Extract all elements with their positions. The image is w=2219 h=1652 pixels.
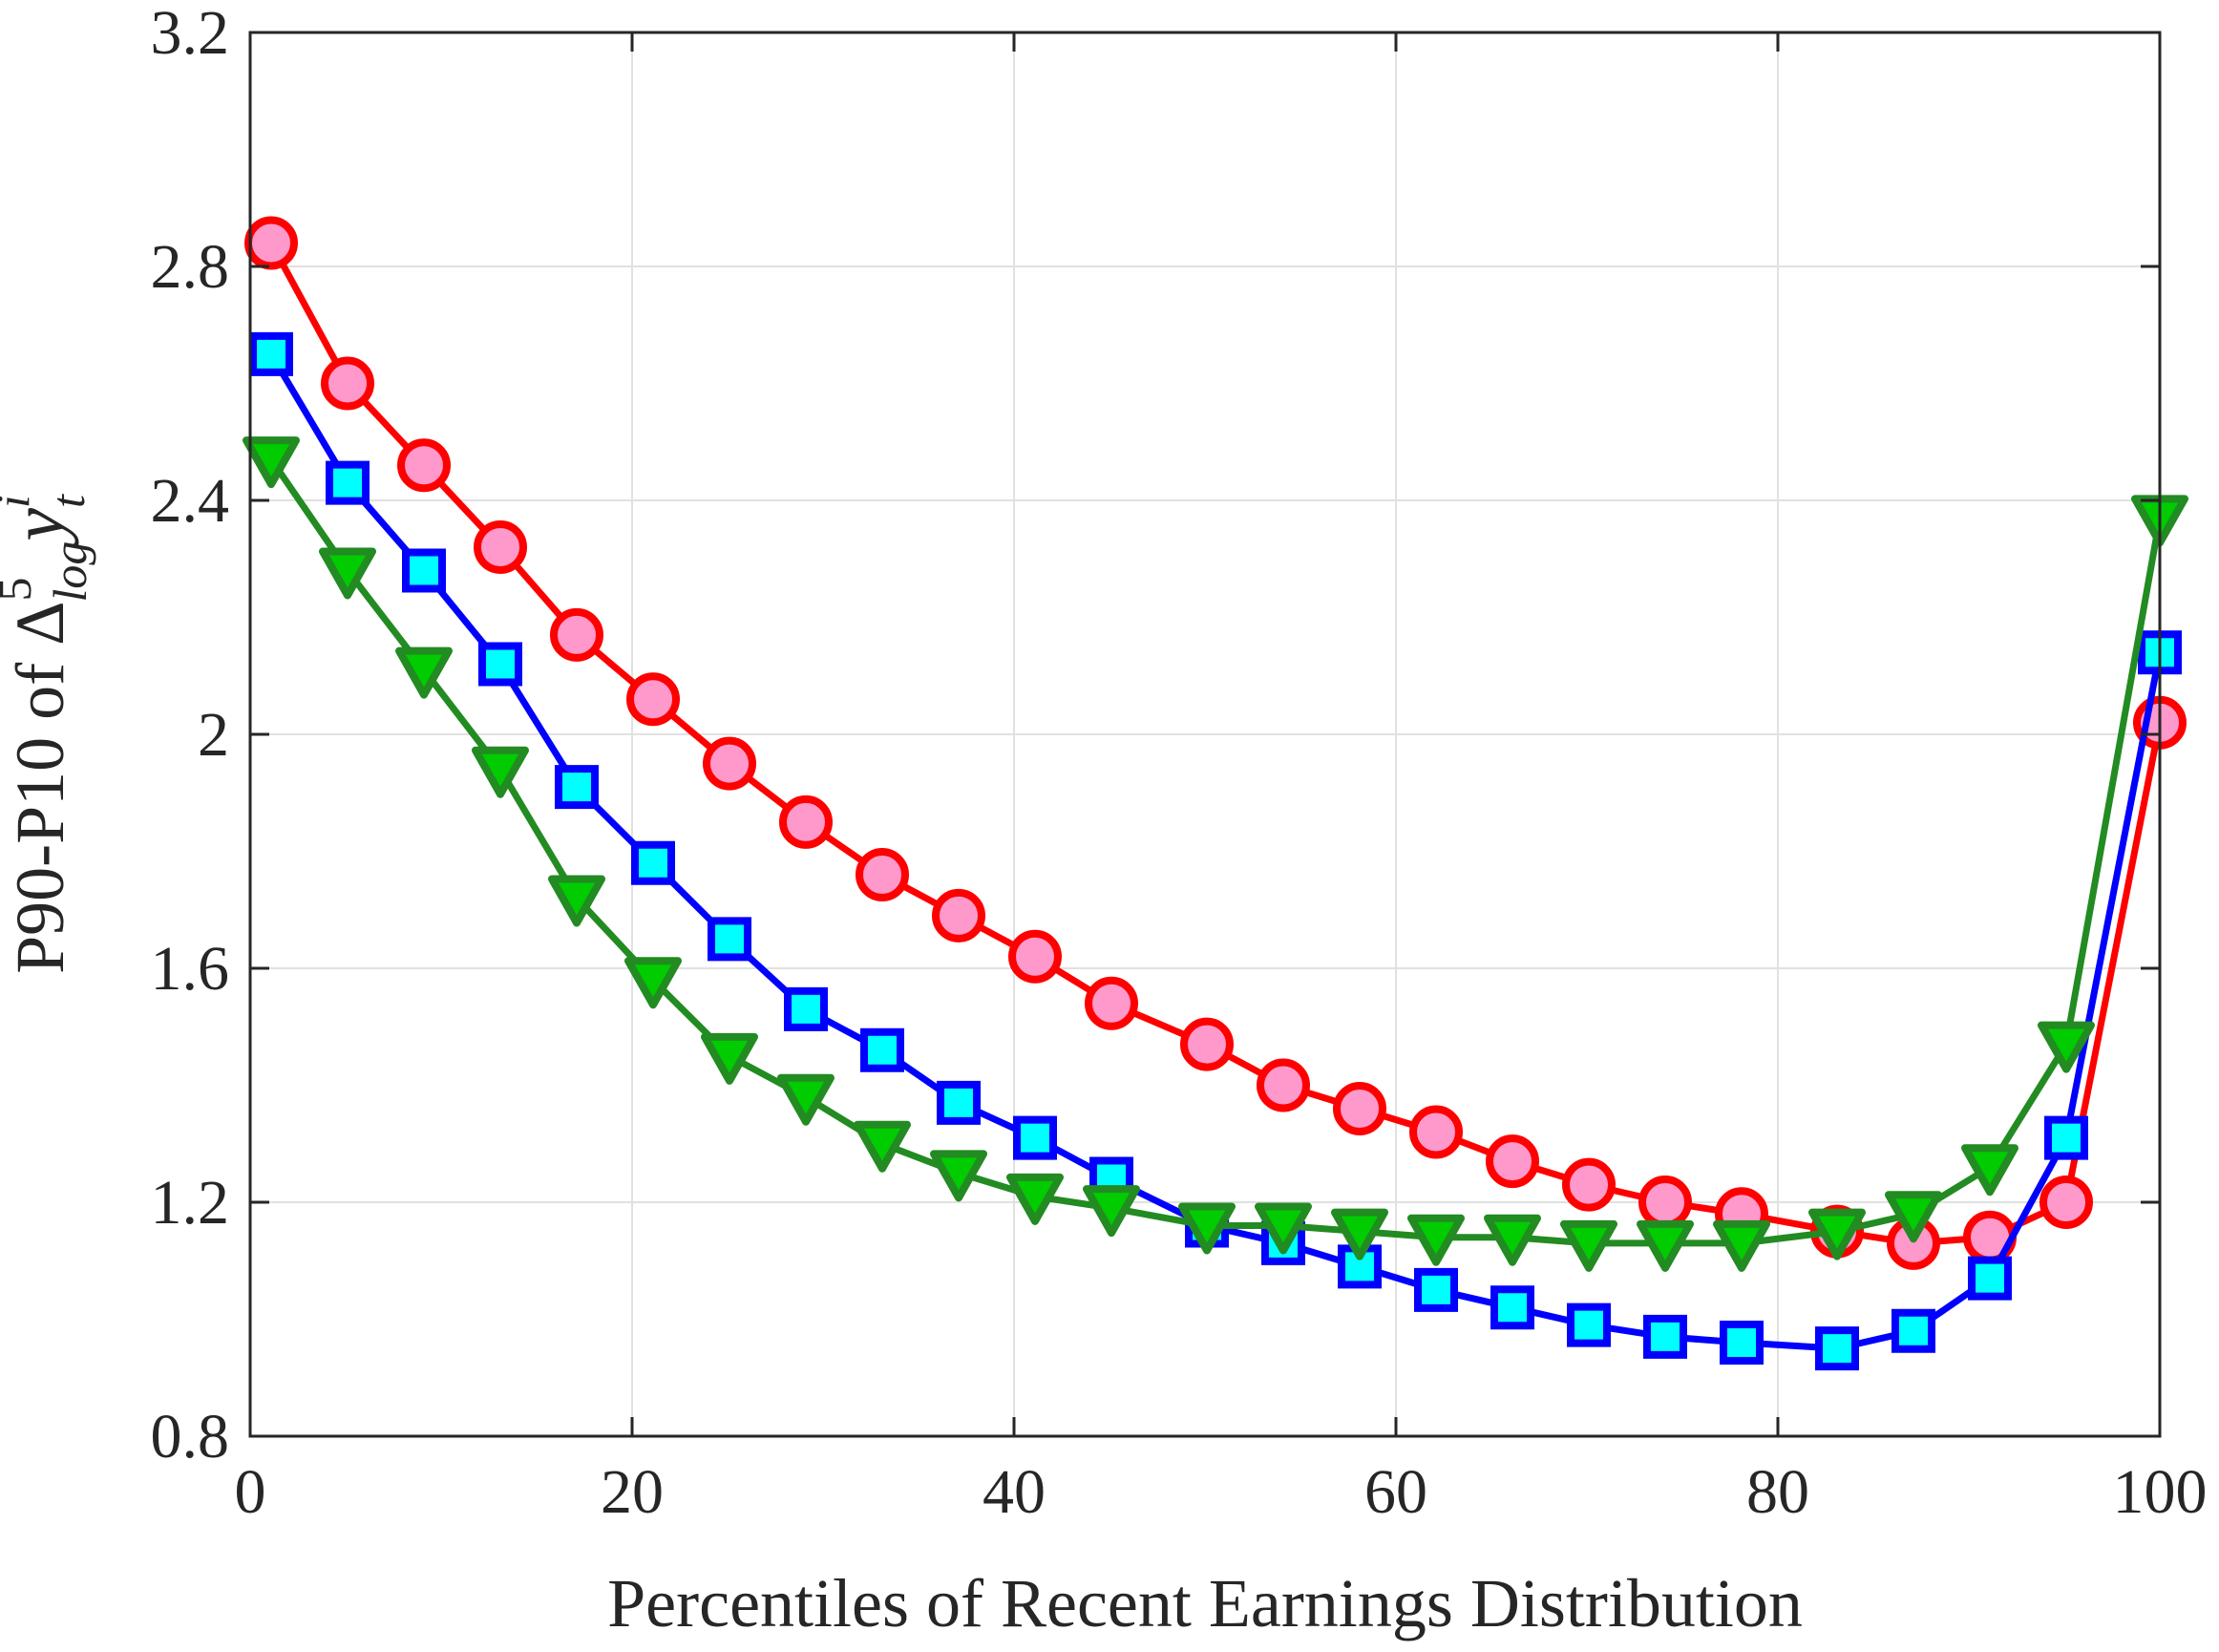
series-layer bbox=[243, 216, 2188, 1371]
y-axis-title-variable-superscript: i bbox=[0, 495, 39, 508]
green-triangles-marker bbox=[1331, 1208, 1388, 1260]
red-circles-marker bbox=[1180, 1017, 1234, 1071]
y-axis-title-variable-subscript: t bbox=[41, 494, 95, 508]
green-triangles-marker bbox=[2038, 1021, 2095, 1073]
x-tick-label: 60 bbox=[1364, 1457, 1427, 1527]
red-circles-marker bbox=[779, 794, 833, 849]
red-circles-marker bbox=[550, 607, 603, 662]
green-triangles-marker bbox=[930, 1150, 987, 1202]
red-circles-marker bbox=[244, 216, 298, 270]
green-triangles-marker bbox=[319, 547, 376, 600]
blue-squares-marker bbox=[478, 642, 522, 687]
green-triangles-marker bbox=[1808, 1208, 1866, 1260]
y-tick-label: 2.4 bbox=[151, 466, 230, 536]
red-circles-marker bbox=[1409, 1105, 1463, 1159]
y-axis-title-subscript: log bbox=[43, 541, 96, 603]
green-triangles-marker bbox=[777, 1073, 835, 1126]
blue-squares-marker bbox=[784, 986, 828, 1031]
y-tick-label: 0.8 bbox=[151, 1402, 230, 1472]
y-tick-label: 2 bbox=[198, 700, 229, 770]
red-circles-marker bbox=[397, 438, 451, 493]
red-circles-marker bbox=[1638, 1175, 1692, 1229]
red-circles-marker bbox=[703, 736, 756, 791]
red-circles-marker bbox=[1257, 1058, 1310, 1112]
green-triangles-marker bbox=[472, 746, 529, 798]
green-triangles-marker bbox=[1178, 1202, 1236, 1255]
x-axis-title: Percentiles of Recent Earnings Distribut… bbox=[607, 1565, 1803, 1641]
green-triangles-marker bbox=[1713, 1219, 1770, 1272]
y-tick-label: 3.2 bbox=[151, 0, 230, 68]
red-circles-marker bbox=[856, 848, 909, 901]
red-circles-marker bbox=[626, 672, 680, 727]
blue-squares-marker bbox=[249, 331, 293, 376]
x-tick-label: 100 bbox=[2113, 1457, 2208, 1527]
green-triangles-marker bbox=[395, 646, 453, 699]
y-axis-title-superscript: 5 bbox=[0, 578, 41, 602]
green-triangles-marker bbox=[854, 1120, 911, 1173]
x-tick-label: 80 bbox=[1746, 1457, 1809, 1527]
x-tick-label: 20 bbox=[601, 1457, 664, 1527]
blue-squares-marker bbox=[1891, 1308, 1935, 1353]
blue-squares-marker bbox=[937, 1080, 981, 1125]
green-triangles-marker bbox=[548, 875, 605, 927]
green-triangles-marker bbox=[1637, 1219, 1694, 1272]
red-circles-marker bbox=[1333, 1082, 1386, 1135]
green-triangles-marker bbox=[624, 957, 682, 1009]
y-tick-label: 2.8 bbox=[151, 232, 230, 302]
blue-squares-marker bbox=[1567, 1303, 1611, 1347]
y-axis-title-variable: y bbox=[0, 508, 79, 548]
blue-squares-marker bbox=[1720, 1321, 1764, 1365]
blue-squares-marker bbox=[1414, 1267, 1458, 1312]
blue-squares-marker bbox=[1490, 1285, 1534, 1330]
blue-squares-marker bbox=[2044, 1115, 2088, 1160]
green-triangles-marker bbox=[1560, 1219, 1617, 1272]
red-circles-marker bbox=[2039, 1175, 2093, 1229]
y-axis-title: P90-P10 of Δ5logyti bbox=[0, 494, 96, 974]
y-tick-label: 1.6 bbox=[151, 934, 230, 1004]
red-circles-marker bbox=[1085, 976, 1138, 1030]
blue-squares-marker bbox=[1815, 1326, 1859, 1371]
green-triangles-marker bbox=[1407, 1214, 1465, 1266]
x-tick-label: 40 bbox=[983, 1457, 1046, 1527]
series-green-triangles bbox=[243, 436, 2188, 1272]
blue-squares-marker bbox=[708, 917, 751, 962]
green-triangles-marker bbox=[243, 436, 300, 489]
blue-squares-marker bbox=[326, 460, 370, 505]
green-triangles-marker bbox=[1885, 1191, 1942, 1243]
green-triangles-marker bbox=[701, 1032, 758, 1085]
red-circles-marker bbox=[932, 888, 985, 942]
y-axis-title-prefix: P90-P10 of Δ bbox=[2, 602, 78, 974]
red-circles-marker bbox=[1486, 1134, 1539, 1189]
green-triangles-marker bbox=[1255, 1202, 1312, 1255]
blue-squares-marker bbox=[1013, 1115, 1057, 1160]
blue-squares-marker bbox=[631, 840, 675, 885]
red-circles-marker bbox=[474, 520, 527, 574]
blue-squares-marker bbox=[555, 765, 599, 810]
red-circles-marker bbox=[1008, 929, 1062, 984]
green-triangles-marker bbox=[1484, 1214, 1541, 1266]
red-circles-marker bbox=[1562, 1157, 1616, 1212]
blue-squares-marker bbox=[860, 1027, 904, 1072]
tick-layer: 0 20 40 60 80 100 0.8 1.2 1.6 2 2.4 2.8 3.2 bbox=[151, 0, 2208, 1527]
blue-squares-marker bbox=[1968, 1256, 2012, 1301]
x-tick-label: 0 bbox=[235, 1457, 266, 1527]
green-triangles-marker bbox=[1006, 1173, 1064, 1225]
green-triangles-marker bbox=[1961, 1144, 2018, 1197]
green-triangles-marker bbox=[1083, 1185, 1140, 1238]
blue-squares-marker bbox=[1643, 1314, 1687, 1359]
red-circles-marker bbox=[321, 356, 374, 411]
y-tick-label: 1.2 bbox=[151, 1168, 230, 1238]
blue-squares-marker bbox=[402, 548, 446, 593]
